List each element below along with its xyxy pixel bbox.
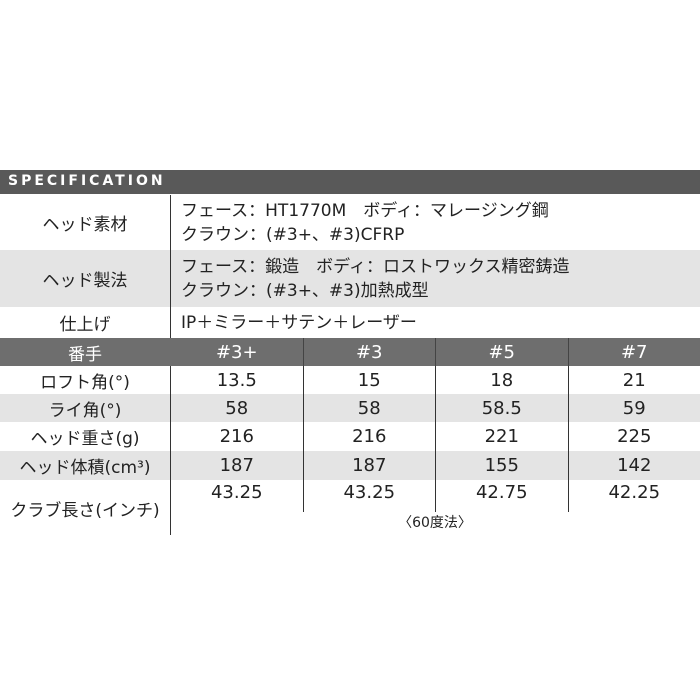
spec-row-finish: 仕上げ IP＋ミラー＋サテン＋レーザー: [0, 307, 700, 338]
row-value: クラウン：(#3+、#3)加熱成型: [181, 280, 429, 301]
table-cell: 21: [567, 366, 700, 394]
measurement-note: 〈60度法〉: [398, 515, 472, 531]
spec-row-material: ヘッド素材 フェース：HT1770M ボディ：マレージング鋼 クラウン：(#3+、…: [0, 195, 700, 250]
row-label: ライ角(°): [48, 400, 122, 421]
header-cell: #7: [567, 338, 700, 366]
table-header-row: 番手 #3+ #3 #5 #7: [0, 338, 700, 366]
table-row: クラブ長さ(インチ) 43.25 43.25 42.75 42.25: [0, 480, 700, 521]
row-label: ロフト角(°): [40, 372, 130, 393]
table-row: ヘッド体積(cm³) 187 187 155 142: [0, 451, 700, 480]
row-label: ヘッド体積(cm³): [19, 458, 151, 478]
row-value: フェース：鍛造 ボディ：ロストワックス精密鋳造: [181, 256, 570, 277]
table-row: ライ角(°) 58 58 58.5 59: [0, 394, 700, 422]
row-label: クラブ長さ(インチ): [10, 501, 160, 521]
table-row: ヘッド重さ(g) 216 216 221 225: [0, 422, 700, 451]
spec-row-method: ヘッド製法 フェース：鍛造 ボディ：ロストワックス精密鋳造 クラウン：(#3+、#…: [0, 250, 700, 307]
header-label: 番手: [68, 344, 102, 365]
table-row: ロフト角(°) 13.5 15 18 21: [0, 366, 700, 394]
row-value: クラウン：(#3+、#3)CFRP: [181, 224, 405, 245]
row-label: 仕上げ: [59, 315, 111, 335]
table-cell: 43.25: [170, 480, 303, 512]
table-cell: 187: [302, 451, 436, 480]
header-cell: #3+: [215, 341, 258, 363]
table-cell: 155: [435, 451, 568, 480]
table-cell: 15: [302, 366, 436, 394]
table-cell: 221: [435, 422, 568, 451]
table-cell: 42.25: [567, 480, 700, 512]
row-value: IP＋ミラー＋サテン＋レーザー: [181, 312, 417, 333]
row-label: ヘッド重さ(g): [30, 429, 140, 449]
table-cell: 216: [302, 422, 436, 451]
table-cell: 18: [435, 366, 568, 394]
table-cell: 43.25: [302, 480, 436, 512]
spec-header: SPECIFICATION: [0, 170, 700, 194]
row-value: フェース：HT1770M ボディ：マレージング鋼: [181, 200, 549, 221]
table-cell: 42.75: [435, 480, 568, 512]
header-cell: #3: [302, 338, 436, 366]
spec-title: SPECIFICATION: [8, 173, 166, 189]
row-label: ヘッド素材: [42, 215, 128, 235]
table-cell: 187: [170, 451, 303, 480]
header-cell: #5: [435, 338, 568, 366]
table-cell: 58: [170, 394, 303, 422]
table-cell: 59: [567, 394, 700, 422]
divider: [170, 480, 171, 535]
table-cell: 58: [302, 394, 436, 422]
table-cell: 13.5: [170, 366, 303, 394]
row-label: ヘッド製法: [42, 271, 128, 291]
table-cell: 216: [170, 422, 303, 451]
table-cell: 225: [567, 422, 700, 451]
table-cell: 58.5: [435, 394, 568, 422]
table-cell: 142: [567, 451, 700, 480]
